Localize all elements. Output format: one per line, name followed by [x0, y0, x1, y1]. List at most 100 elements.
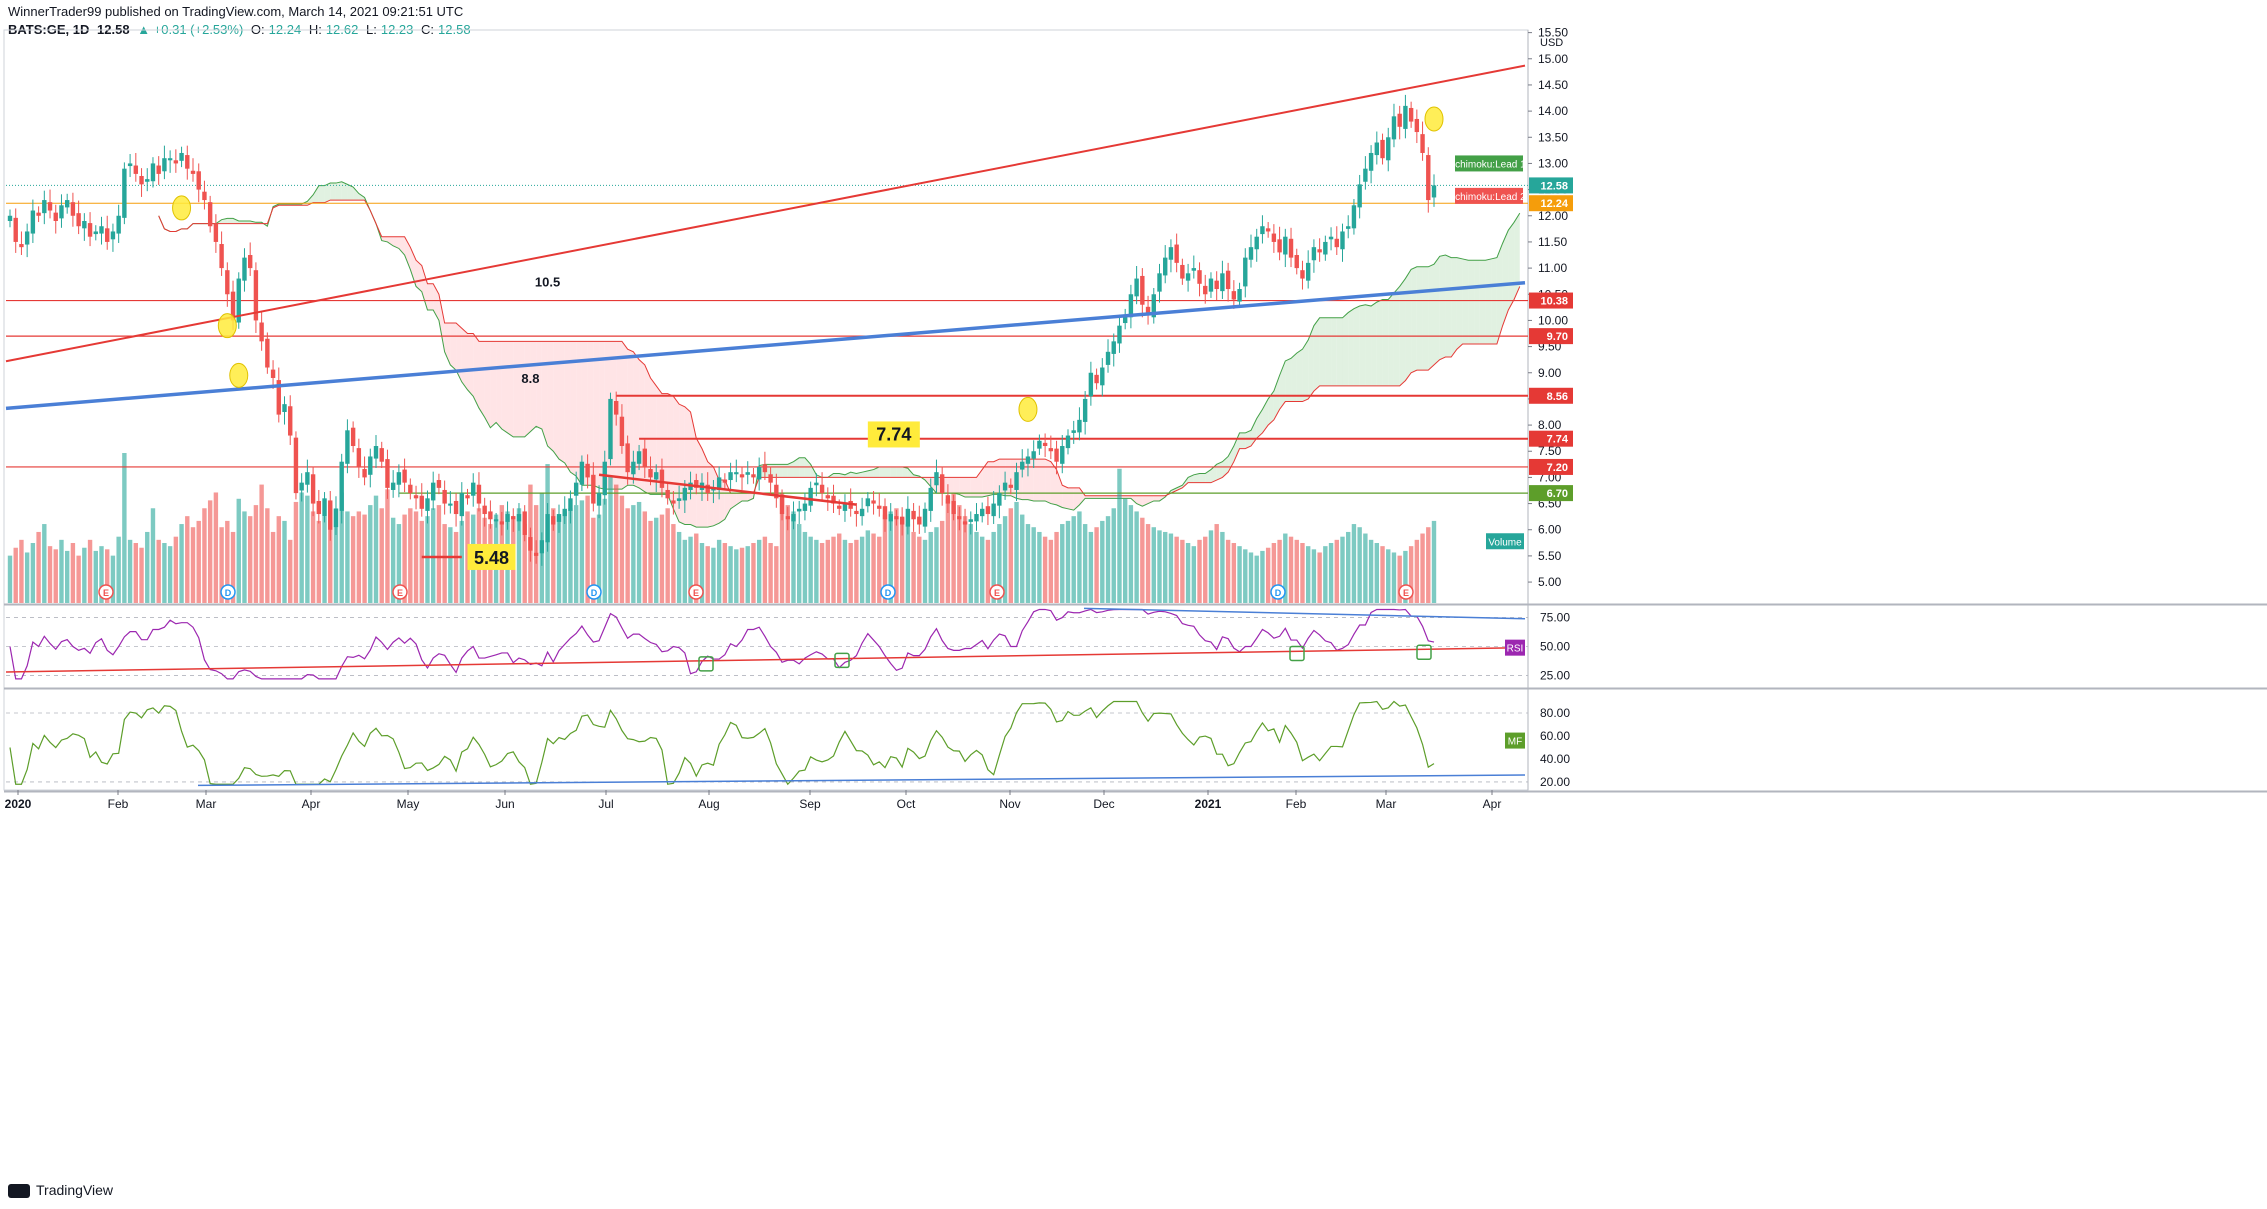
price-tag [1529, 485, 1573, 502]
candle-body [774, 484, 779, 499]
rsi-pane: 75.00 50.00 25.00 RSI [5, 607, 1570, 682]
candle-body [1265, 228, 1271, 232]
candle-body [974, 514, 979, 522]
volume-bar [36, 531, 41, 603]
volume-bar [837, 533, 842, 603]
volume-bar [842, 539, 848, 603]
candle-body [1368, 152, 1374, 171]
volume-bar [728, 546, 733, 603]
volume-bar [785, 505, 790, 603]
candle-body [1151, 294, 1156, 318]
volume-bar [82, 547, 87, 603]
candle-body [1277, 239, 1282, 253]
candle-body [105, 228, 110, 242]
event-marker-label: E [693, 588, 699, 598]
candle-body [1134, 278, 1139, 297]
candle-body [24, 231, 30, 245]
volume-bar [202, 508, 207, 603]
candle-body [705, 484, 710, 494]
price-tag-label: 7.20 [1547, 462, 1568, 474]
candle-body [322, 498, 327, 517]
volume-bar [413, 511, 419, 603]
volume-bar [116, 536, 121, 603]
candle-body [247, 255, 253, 269]
volume-bar [1346, 531, 1351, 603]
candle-body [1391, 116, 1397, 140]
candle-body [1334, 238, 1339, 248]
volume-bar [699, 543, 705, 603]
candle-body [70, 202, 76, 216]
candle-body [665, 489, 670, 499]
volume-bar [276, 516, 281, 603]
volume-bar [1408, 546, 1414, 603]
candle-body [734, 472, 739, 475]
mf-tag [1505, 732, 1525, 749]
x-tick-label: Sep [799, 797, 821, 811]
candle-body [1380, 139, 1385, 159]
volume-bar [293, 501, 299, 603]
candle-body [1403, 105, 1408, 129]
volume-bar [93, 550, 98, 603]
volume-bar [76, 555, 81, 603]
volume-bar [368, 505, 373, 603]
candle-body [1180, 264, 1185, 279]
candle-body [997, 493, 1002, 506]
candle-body [636, 451, 642, 464]
candle-body [213, 223, 219, 242]
candle-body [1037, 440, 1042, 449]
trendline-blue [5, 281, 1526, 411]
candle-body [1065, 435, 1071, 449]
volume-bar [745, 546, 750, 603]
price-tag [1529, 328, 1573, 345]
x-tick-label: Apr [302, 797, 321, 811]
candle-body [785, 516, 790, 520]
volume-bar [1117, 468, 1122, 603]
volume-bar [694, 533, 699, 603]
candle-body [499, 521, 505, 525]
candle-body [7, 215, 13, 221]
volume-bar [716, 539, 722, 603]
volume-bar [396, 524, 402, 603]
volume-bar [373, 495, 379, 603]
volume-bar [425, 516, 430, 603]
candle-body [756, 466, 762, 480]
candle-body [253, 270, 259, 321]
volume-bar [390, 517, 396, 603]
candle-body [1048, 448, 1054, 452]
volume-bar [70, 543, 76, 603]
volume-bar [722, 543, 728, 603]
volume-bar [1208, 530, 1214, 603]
candle-body [1397, 113, 1402, 127]
volume-bar [1414, 539, 1420, 603]
candle-body [368, 456, 373, 475]
volume-bar [614, 484, 619, 603]
candle-body [465, 495, 470, 499]
candle-body [356, 448, 362, 467]
volume-bar [1254, 555, 1259, 603]
volume-bar [974, 531, 979, 603]
y-tick-label: 13.50 [1538, 130, 1568, 144]
volume-bar [1357, 527, 1362, 603]
candle-body [225, 270, 230, 295]
volume-bar [1025, 524, 1031, 603]
candle-body [133, 165, 139, 174]
x-tick-label: Mar [1376, 797, 1397, 811]
volume-bar [648, 520, 653, 603]
event-marker [98, 584, 114, 600]
volume-bar [791, 511, 796, 603]
event-marker [688, 584, 704, 600]
candle-body [1054, 448, 1059, 462]
volume-bar [1042, 536, 1048, 603]
volume-bar [619, 495, 625, 603]
volume-bar [253, 505, 259, 603]
ichimoku-lead1-label: Ichimoku:Lead 1 [1452, 159, 1526, 170]
candle-body [671, 500, 676, 504]
volume-bar [288, 539, 293, 603]
candle-body [533, 552, 539, 556]
x-tick-label: Dec [1093, 797, 1114, 811]
volume-bar [442, 524, 447, 603]
candle-body [1386, 137, 1391, 161]
candle-body [276, 380, 281, 415]
event-marker-label: E [103, 588, 109, 598]
